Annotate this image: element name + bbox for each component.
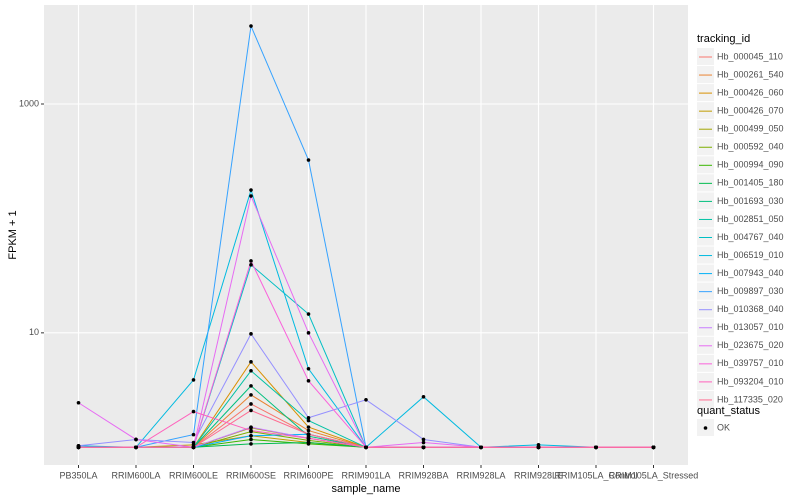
data-point	[364, 445, 368, 450]
data-point	[134, 445, 138, 450]
data-point	[191, 378, 196, 382]
x-tick-label: RRIM600LA	[111, 470, 160, 480]
data-point	[306, 432, 311, 437]
data-point	[651, 445, 656, 450]
data-point	[306, 436, 311, 441]
data-point	[421, 440, 426, 445]
legend-shape	[703, 426, 708, 430]
legend-label: Hb_001693_030	[717, 196, 784, 206]
data-point	[191, 445, 196, 450]
legend-label: Hb_000426_060	[717, 87, 784, 97]
data-point	[134, 437, 138, 442]
data-point	[76, 445, 81, 450]
legend-key	[697, 246, 714, 264]
x-tick-label: RRIM928LA	[456, 470, 505, 480]
data-point	[306, 415, 311, 420]
legend-label: Hb_007943_040	[717, 268, 784, 278]
legend-label: Hb_039757_010	[717, 358, 784, 368]
data-point	[249, 194, 253, 198]
data-point	[421, 445, 426, 450]
data-point	[594, 445, 598, 450]
data-point	[306, 158, 311, 162]
legend-label: Hb_023675_020	[717, 340, 784, 350]
data-point	[191, 432, 196, 437]
data-point	[364, 397, 368, 402]
data-point	[249, 24, 253, 28]
x-tick-label: RRIM928BA	[398, 470, 448, 480]
legend-label: Hb_000045_110	[717, 51, 783, 61]
legend-label: Hb_000426_070	[717, 106, 784, 116]
x-tick-label: PB350LA	[59, 470, 97, 480]
data-point	[306, 425, 311, 429]
data-point	[249, 188, 253, 192]
x-tick-label: RRIM105LA_Stressed	[609, 470, 699, 480]
data-point	[306, 312, 311, 316]
y-axis-title: FPKM + 1	[7, 210, 19, 259]
data-point	[249, 332, 253, 336]
x-tick-label: RRIM928LE	[514, 470, 563, 480]
x-tick-label: RRIM105LA_Control	[554, 470, 637, 480]
x-tick-label: RRIM600LE	[169, 470, 218, 480]
data-point	[421, 395, 426, 399]
data-point	[249, 402, 253, 406]
y-tick-label: 1000	[19, 98, 39, 108]
data-point	[191, 440, 196, 445]
data-point	[76, 400, 81, 405]
data-point	[306, 367, 311, 371]
legend-label: Hb_093204_010	[717, 376, 784, 386]
legend-label: Hb_000499_050	[717, 124, 784, 134]
legend-label: Hb_001405_180	[717, 178, 784, 188]
legend-label: Hb_000261_540	[717, 69, 784, 79]
data-point	[249, 384, 253, 388]
data-point	[536, 445, 541, 450]
data-point	[306, 379, 311, 383]
data-point	[249, 360, 253, 364]
data-point	[249, 428, 253, 433]
legend-title: tracking_id	[697, 33, 750, 45]
data-point	[249, 442, 253, 446]
legend-label: Hb_009897_030	[717, 286, 784, 296]
legend-label: Hb_000592_040	[717, 142, 784, 152]
data-point	[249, 259, 253, 263]
data-point	[249, 425, 253, 429]
legend-label: Hb_006519_010	[717, 250, 784, 260]
data-point	[249, 433, 253, 438]
legend-label: Hb_117335_020	[717, 394, 783, 404]
legend-label: Hb_013057_010	[717, 322, 784, 332]
data-point	[421, 437, 426, 442]
data-point	[249, 437, 253, 442]
legend-label: OK	[717, 422, 730, 432]
data-point	[249, 263, 253, 267]
x-tick-label: RRIM600PE	[283, 470, 333, 480]
data-point	[479, 445, 483, 450]
data-point	[306, 440, 311, 445]
x-tick-label: RRIM901LA	[341, 470, 390, 480]
data-point	[191, 409, 196, 414]
data-point	[306, 331, 311, 335]
legend-label: Hb_002851_050	[717, 214, 784, 224]
legend-label: Hb_004767_040	[717, 232, 784, 242]
data-point	[306, 418, 311, 423]
x-axis-title: sample_name	[331, 483, 400, 495]
legend-label: Hb_010368_040	[717, 304, 784, 314]
data-point	[306, 428, 311, 433]
data-point	[249, 408, 253, 413]
legend-label: Hb_000994_090	[717, 160, 784, 170]
data-point	[249, 393, 253, 397]
y-tick-label: 10	[29, 327, 39, 337]
data-point	[249, 368, 253, 373]
x-tick-label: RRIM600SE	[226, 470, 276, 480]
